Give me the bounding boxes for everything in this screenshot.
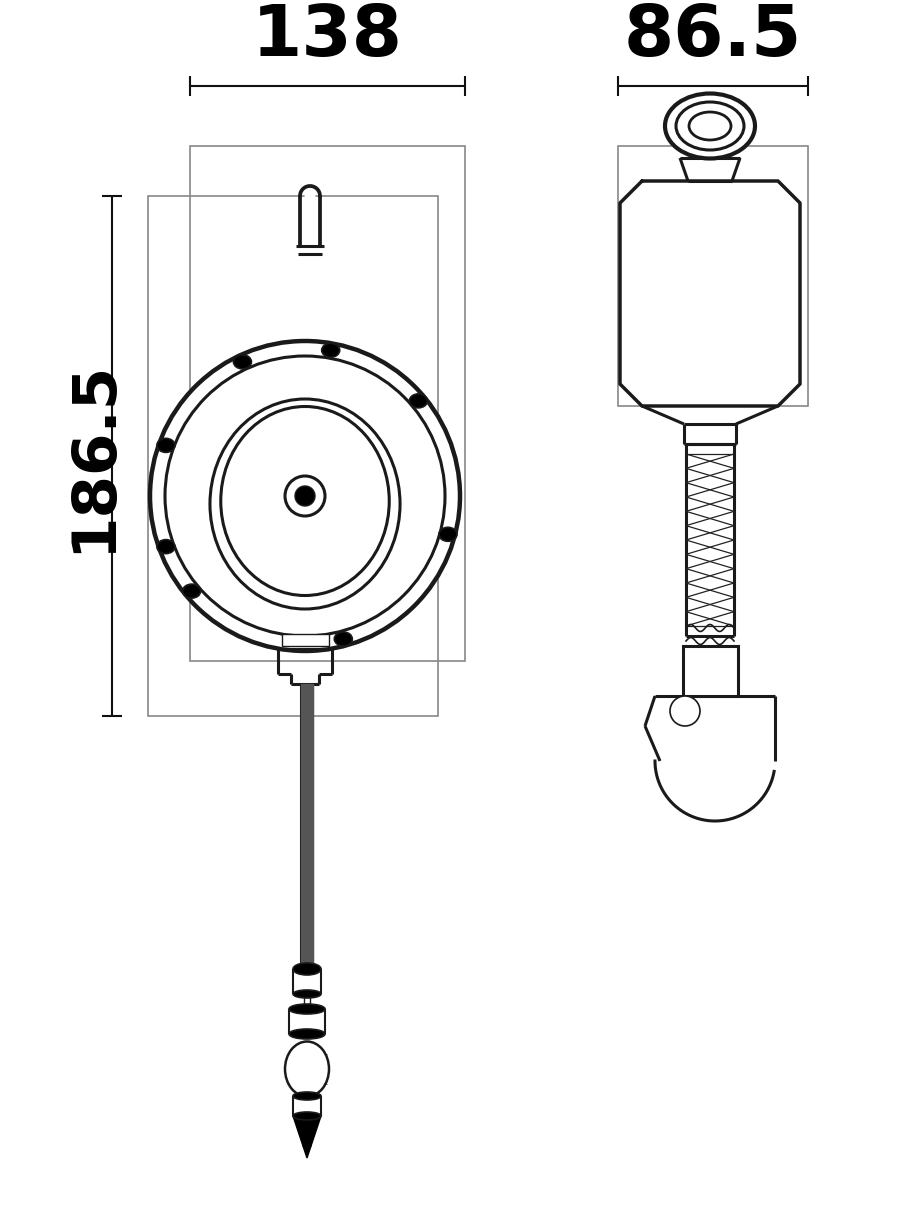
Circle shape [285,476,325,516]
Ellipse shape [334,631,353,646]
Ellipse shape [293,962,321,975]
Ellipse shape [293,1092,321,1100]
Ellipse shape [409,394,428,408]
Ellipse shape [321,343,340,357]
Ellipse shape [676,102,744,150]
Text: 138: 138 [252,2,403,71]
Ellipse shape [183,584,201,598]
Ellipse shape [305,190,316,201]
Bar [683,646,738,696]
Ellipse shape [157,439,175,452]
Circle shape [295,485,315,506]
Ellipse shape [665,93,755,158]
Circle shape [165,356,445,636]
Ellipse shape [220,407,389,596]
Ellipse shape [285,1042,329,1096]
Ellipse shape [689,112,731,140]
Ellipse shape [439,527,457,542]
Ellipse shape [157,539,175,554]
Polygon shape [293,1116,321,1146]
Ellipse shape [293,1112,321,1121]
Ellipse shape [289,1004,325,1014]
Text: 86.5: 86.5 [624,2,802,71]
Ellipse shape [293,991,321,998]
Bar [618,146,808,406]
Ellipse shape [210,398,400,609]
Bar [148,196,438,716]
Bar [190,146,465,661]
Bar [282,634,329,646]
Polygon shape [303,1146,311,1159]
Text: 186.5: 186.5 [64,359,124,553]
Ellipse shape [289,1029,325,1038]
Circle shape [670,696,700,726]
Ellipse shape [233,354,252,369]
Circle shape [150,341,460,651]
